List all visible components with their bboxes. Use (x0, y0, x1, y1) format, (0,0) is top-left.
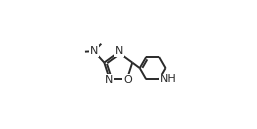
Text: O: O (123, 75, 132, 85)
Text: NH: NH (160, 74, 177, 84)
Text: N: N (90, 46, 99, 56)
Text: N: N (115, 46, 123, 56)
Text: N: N (105, 75, 113, 85)
